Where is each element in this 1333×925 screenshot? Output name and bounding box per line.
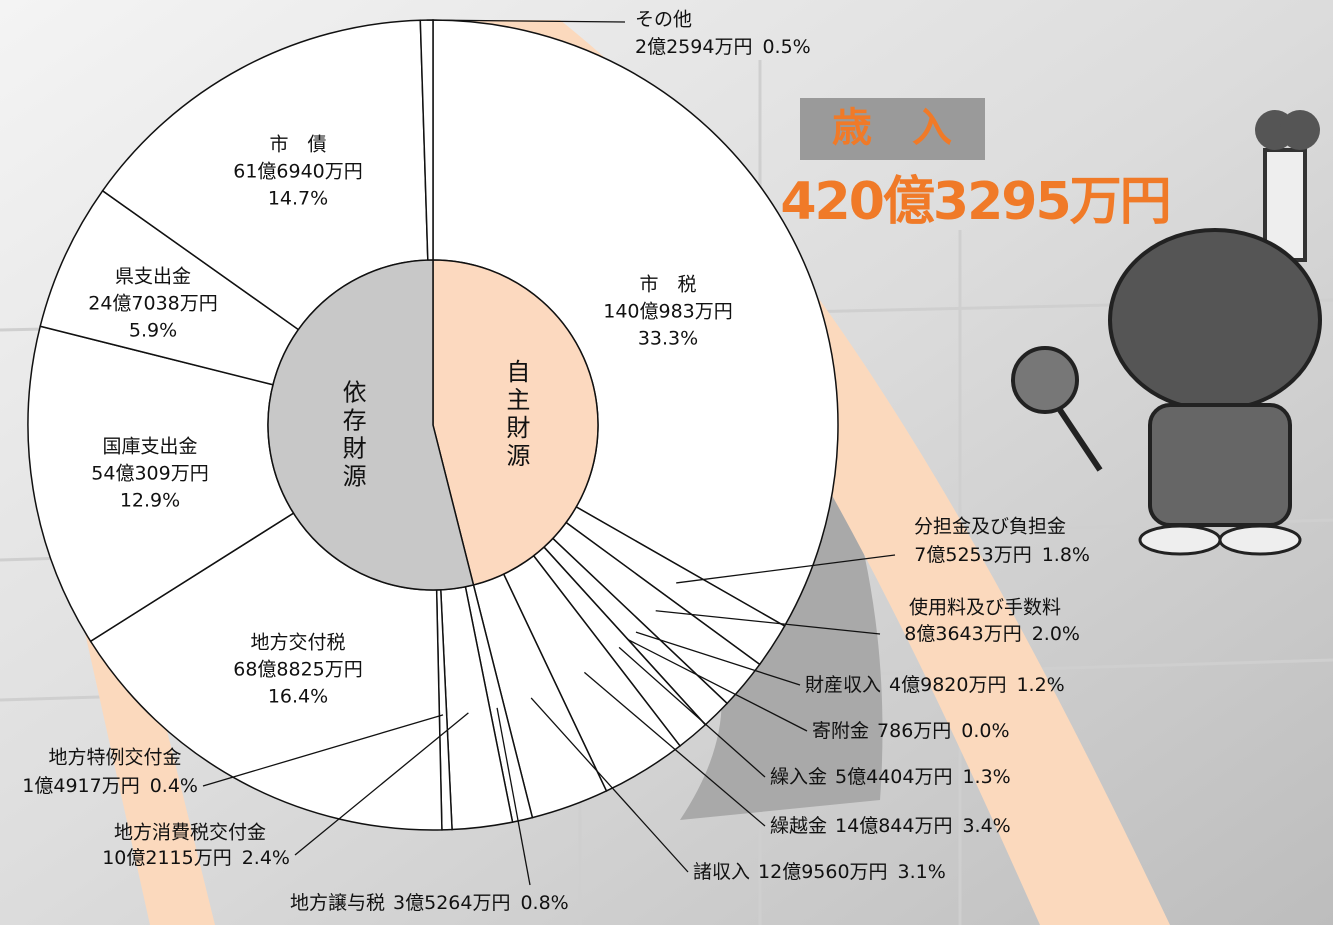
slice-label: 市 債	[269, 134, 326, 156]
slice-amount: 8億3643万円	[904, 623, 1021, 645]
slice-label: 地方消費税交付金	[114, 822, 266, 844]
inner-label: 自主財源	[502, 359, 530, 471]
slice-value-label: 16.4%	[268, 686, 328, 708]
slice-label: 諸収入	[693, 861, 750, 883]
chart: 歳 入 420億3295万円 自主財源 依存財源 市 税 140億983万円 33.3%…	[0, 0, 1333, 925]
slice-label-line: 2億2594万円 0.5%	[635, 36, 811, 58]
slice-label: 分担金及び負担金	[914, 516, 1066, 538]
slice-amount: 3億5264万円	[393, 892, 510, 914]
slice-value-label: 0.4%	[150, 775, 198, 797]
page: {"chart_data": {"type": "pie", "title": …	[0, 0, 1333, 925]
slice-label: 地方交付税	[250, 632, 345, 654]
slice-amount: 54億309万円	[91, 463, 208, 485]
slice-value-label: 3.4%	[962, 815, 1010, 837]
slice-label: 国庫支出金	[102, 436, 197, 458]
slice-label: その他	[635, 9, 692, 31]
slice-label: 地方譲与税	[290, 892, 385, 914]
slice-label: 地方特例交付金	[48, 747, 181, 769]
slice-label-line: 寄附金 786万円 0.0%	[812, 720, 1010, 742]
slice-amount: 5億4404万円	[835, 766, 952, 788]
slice-label-line: 7億5253万円 1.8%	[914, 544, 1090, 566]
slice-label-line: 8億3643万円 2.0%	[904, 623, 1080, 645]
slice-value-label: 14.7%	[268, 188, 328, 210]
slice-value-label: 12.9%	[120, 490, 180, 512]
slice-amount: 61億6940万円	[233, 161, 363, 183]
slice-value-label: 1.8%	[1042, 544, 1090, 566]
slice-value-label: 3.1%	[898, 861, 946, 883]
slice-amount: 140億983万円	[603, 301, 733, 323]
slice-value-label: 5.9%	[129, 320, 177, 342]
slice-label: 繰越金	[770, 815, 827, 837]
slice-amount: 10億2115万円	[102, 847, 232, 869]
inner-label: 依存財源	[338, 379, 366, 491]
slice-amount: 786万円	[877, 720, 951, 742]
slice-value-label: 1.3%	[962, 766, 1010, 788]
slice-amount: 7億5253万円	[914, 544, 1031, 566]
slice-label-line: 諸収入 12億9560万円 3.1%	[693, 861, 946, 883]
slice-label-line: 財産収入 4億9820万円 1.2%	[805, 674, 1065, 696]
slice-value-label: 1.2%	[1016, 674, 1064, 696]
slice-amount: 68億8825万円	[233, 659, 363, 681]
slice-label: 使用料及び手数料	[909, 597, 1061, 619]
slice-amount: 1億4917万円	[22, 775, 139, 797]
total: 420億3295万円	[780, 172, 1169, 232]
slice-label: 財産収入	[805, 674, 881, 696]
slice-amount: 24億7038万円	[88, 293, 218, 315]
slice-value-label: 33.3%	[638, 328, 698, 350]
slice-value-label: 2.0%	[1032, 623, 1080, 645]
pie: 自主財源 依存財源	[28, 20, 838, 830]
slice-label: 繰入金	[770, 766, 827, 788]
slice-value-label: 0.5%	[762, 36, 810, 58]
slice-value-label: 0.0%	[961, 720, 1009, 742]
slice-label-line: 地方譲与税 3億5264万円 0.8%	[290, 892, 569, 914]
slice-amount: 14億844万円	[835, 815, 952, 837]
slice-label-line: 繰入金 5億4404万円 1.3%	[770, 766, 1011, 788]
slice-amount: 4億9820万円	[889, 674, 1006, 696]
slice-amount: 12億9560万円	[758, 861, 888, 883]
slice-value-label: 2.4%	[242, 847, 290, 869]
slice-label: 寄附金	[812, 720, 869, 742]
slice-label-line: 10億2115万円 2.4%	[102, 847, 290, 869]
slice-label: 県支出金	[115, 266, 191, 288]
slice-amount: 2億2594万円	[635, 36, 752, 58]
chart-title: 歳 入	[832, 105, 952, 151]
slice-label-line: 繰越金 14億844万円 3.4%	[770, 815, 1011, 837]
slice-value-label: 0.8%	[520, 892, 568, 914]
slice-label-line: 1億4917万円 0.4%	[22, 775, 198, 797]
slice-label: 市 税	[639, 274, 696, 296]
